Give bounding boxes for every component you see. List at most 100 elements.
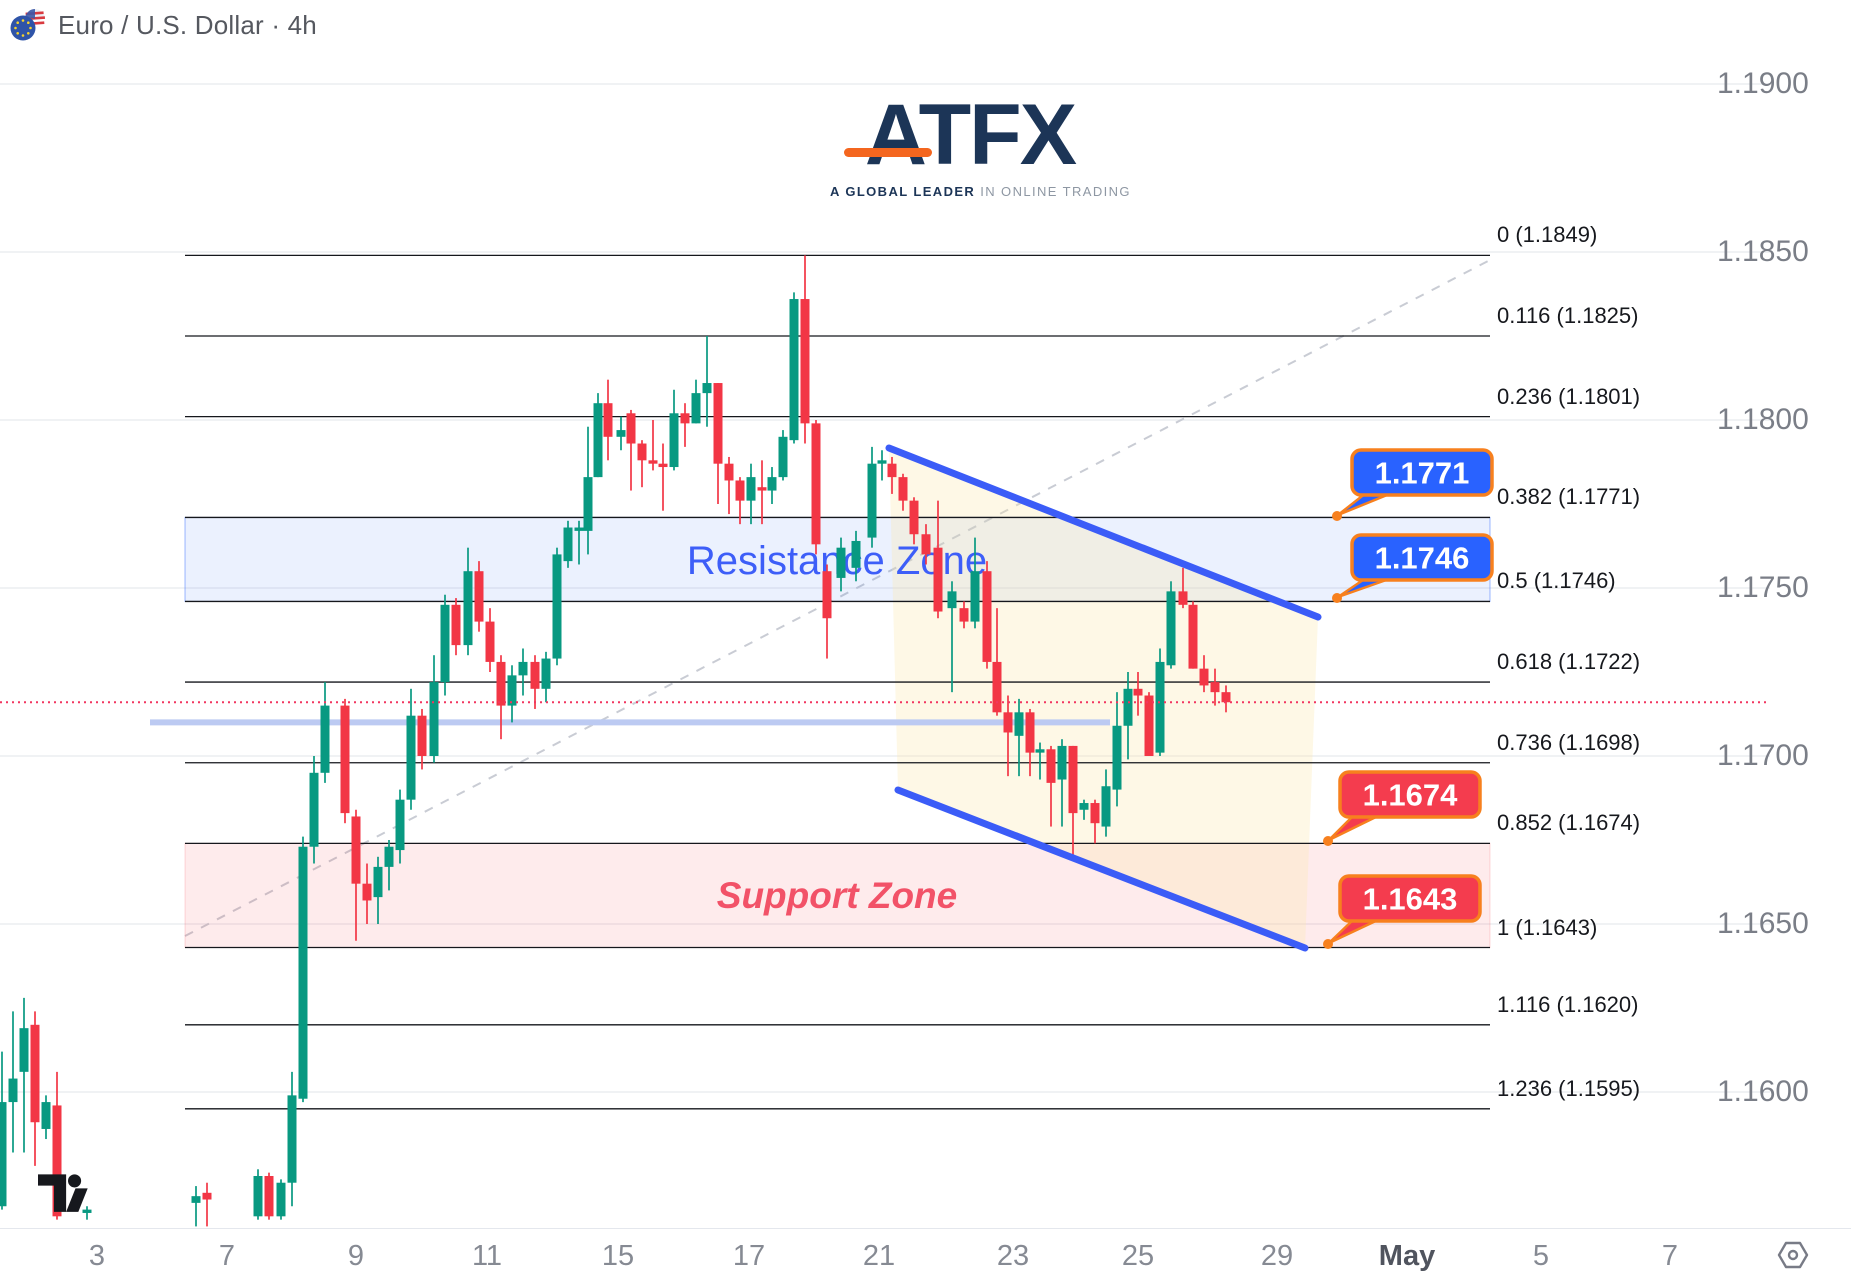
candle xyxy=(637,440,647,488)
candle xyxy=(253,1169,263,1220)
price-callout: 1.1771 xyxy=(1332,448,1494,521)
candle xyxy=(298,836,308,1103)
candle xyxy=(836,537,846,592)
candle xyxy=(1079,799,1089,820)
candle xyxy=(992,608,1002,716)
time-axis-separator xyxy=(0,1228,1851,1229)
candle xyxy=(563,520,573,568)
candle xyxy=(778,430,788,481)
candle xyxy=(822,564,832,659)
candle xyxy=(1199,655,1209,693)
time-axis-label: 3 xyxy=(88,1240,106,1272)
price-axis-label: 1.1750 xyxy=(1717,571,1809,604)
candle xyxy=(530,655,540,709)
candle xyxy=(767,467,777,504)
fib-label: 0 (1.1849) xyxy=(1497,222,1598,248)
price-axis-label: 1.1850 xyxy=(1717,235,1809,268)
candle xyxy=(485,608,495,672)
candle xyxy=(921,524,931,565)
candle xyxy=(959,601,969,629)
candle xyxy=(463,547,473,656)
callout-box xyxy=(1350,533,1494,582)
candle xyxy=(1166,581,1176,669)
grid-lines xyxy=(0,83,1770,1093)
price-axis-label: 1.1650 xyxy=(1717,907,1809,940)
candle xyxy=(1068,745,1078,857)
candle xyxy=(887,456,897,494)
callout-anchor-dot xyxy=(1332,511,1342,521)
time-axis-label: 7 xyxy=(1661,1240,1679,1272)
candle xyxy=(552,547,562,666)
callout-box xyxy=(1350,448,1494,497)
candle xyxy=(789,292,799,444)
candle xyxy=(1035,742,1045,780)
candle xyxy=(811,420,821,555)
eu-flag-icon xyxy=(10,15,36,41)
price-axis-label: 1.1800 xyxy=(1717,403,1809,436)
tradingview-logo[interactable] xyxy=(38,1172,98,1216)
dashed-guide-line xyxy=(184,259,1491,937)
candle xyxy=(362,863,372,924)
candle xyxy=(384,840,394,891)
candle xyxy=(616,416,626,451)
candle xyxy=(713,383,723,504)
time-axis-label: 9 xyxy=(347,1240,365,1272)
candle xyxy=(518,648,528,696)
candle xyxy=(474,561,484,632)
price-axis-label: 1.1600 xyxy=(1717,1075,1809,1108)
fibonacci-lines xyxy=(185,254,1490,1110)
support-zone xyxy=(184,842,1491,949)
candle xyxy=(877,450,887,481)
candle xyxy=(1090,799,1100,844)
candle xyxy=(406,688,416,810)
fib-label: 0.236 (1.1801) xyxy=(1497,383,1641,409)
candlestick-series xyxy=(0,255,1231,1227)
fib-label: 0.382 (1.1771) xyxy=(1497,484,1641,510)
callout-price-text: 1.1643 xyxy=(1363,882,1458,917)
candle xyxy=(574,520,584,565)
chart-settings-icon[interactable] xyxy=(1776,1238,1810,1272)
candle xyxy=(583,426,593,555)
candle xyxy=(1101,769,1111,837)
candle xyxy=(541,651,551,703)
support-zone-label: Support Zone xyxy=(717,875,957,916)
channel-fill-area xyxy=(889,448,1318,948)
candle xyxy=(320,682,330,783)
channel-trendlines xyxy=(885,444,1322,952)
symbol-header[interactable]: Euro / U.S. Dollar · 4h xyxy=(10,8,317,42)
candle xyxy=(735,477,745,525)
candle xyxy=(669,389,679,471)
candle xyxy=(1210,668,1220,706)
fib-label: 0.116 (1.1825) xyxy=(1497,303,1639,328)
candle xyxy=(309,756,319,864)
candle xyxy=(417,708,427,770)
candle xyxy=(1003,695,1013,777)
candle xyxy=(1188,601,1198,669)
candle xyxy=(1057,739,1067,827)
callout-box xyxy=(1338,874,1482,923)
callout-anchor-dot xyxy=(1332,593,1342,603)
fib-label: 1 (1.1643) xyxy=(1497,914,1598,940)
candle xyxy=(970,537,980,629)
fib-label: 0.852 (1.1674) xyxy=(1497,810,1641,836)
candle xyxy=(287,1071,297,1207)
price-callout: 1.1643 xyxy=(1323,874,1482,949)
price-zones xyxy=(184,516,1491,949)
candle xyxy=(351,809,361,941)
candle xyxy=(626,409,636,491)
candle xyxy=(648,420,658,471)
price-callouts: 1.1771 1.1746 1.1674 1.1643 xyxy=(1323,448,1494,949)
time-axis-label: 29 xyxy=(1260,1240,1294,1272)
candle xyxy=(191,1186,201,1227)
candle xyxy=(30,1011,40,1166)
callout-anchor-dot xyxy=(1323,939,1333,949)
fib-label: 0.5 (1.1746) xyxy=(1497,568,1616,594)
candle xyxy=(373,856,383,924)
candle xyxy=(691,379,701,424)
currency-pair-flag-icon xyxy=(10,9,46,41)
candle xyxy=(982,561,992,669)
candle xyxy=(947,581,957,693)
candle xyxy=(340,698,350,824)
